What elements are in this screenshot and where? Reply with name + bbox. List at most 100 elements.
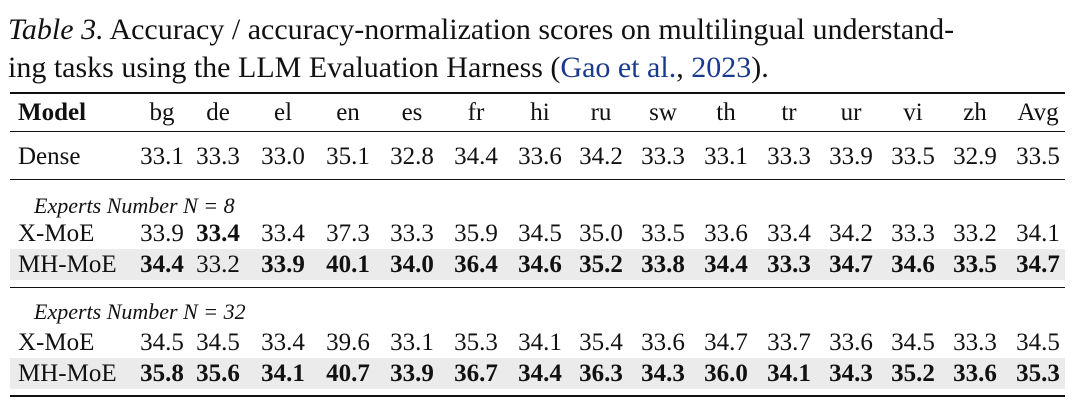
- table-cell: 33.9: [140, 220, 184, 247]
- caption-text-2: ing tasks using the LLM Evaluation Harne…: [8, 51, 561, 84]
- table-cell: 33.4: [261, 329, 305, 356]
- table-cell: 33.3: [196, 143, 240, 170]
- table-cell: 36.3: [579, 360, 623, 387]
- section-rule: [10, 287, 1065, 288]
- column-header: zh: [963, 99, 987, 126]
- table-cell: 34.1: [518, 329, 562, 356]
- table-cell: 34.1: [767, 360, 811, 387]
- table-cell: 33.6: [829, 329, 873, 356]
- table-cell: 32.9: [953, 143, 997, 170]
- table-cell: 33.1: [140, 143, 184, 170]
- table-cell: 34.2: [579, 143, 623, 170]
- column-header: bg: [149, 99, 175, 126]
- table-cell: 33.1: [390, 329, 434, 356]
- table-cell: 39.6: [326, 329, 370, 356]
- table-cell: 37.3: [326, 220, 370, 247]
- table-cell: 35.4: [579, 329, 623, 356]
- table-cell: 33.5: [641, 220, 685, 247]
- caption-line-1: Table 3. Accuracy / accuracy-normalizati…: [8, 12, 954, 48]
- table-cell: 33.9: [261, 251, 305, 278]
- table-cell: 34.6: [891, 251, 935, 278]
- table-cell: 33.5: [1016, 143, 1060, 170]
- table-row: MH-MoE 35.8 35.6 34.1 40.7 33.9 36.7 34.4 36.3 34…: [10, 358, 1065, 389]
- table-cell: 36.0: [704, 360, 748, 387]
- table-cell: 34.5: [891, 329, 935, 356]
- section-label: Experts Number N = 8: [34, 193, 235, 218]
- table-row: X-MoE 33.9 33.4 33.4 37.3 33.3 35.9 34.5 35.0 33.…: [10, 218, 1065, 249]
- table-cell: 33.3: [953, 329, 997, 356]
- table-cell: 34.0: [390, 251, 434, 278]
- table-cell: 34.3: [829, 360, 873, 387]
- table-cell: 33.8: [641, 251, 685, 278]
- table-cell: 33.6: [641, 329, 685, 356]
- table-cell: 33.4: [196, 220, 240, 247]
- table-cell: 34.5: [196, 329, 240, 356]
- caption-line-2: ing tasks using the LLM Evaluation Harne…: [8, 50, 769, 86]
- table-cell: 40.1: [326, 251, 370, 278]
- table-cell: 33.2: [953, 220, 997, 247]
- table-cell: 34.1: [1016, 220, 1060, 247]
- table-cell: 33.0: [261, 143, 305, 170]
- row-label: MH-MoE: [18, 360, 117, 387]
- table-cell: 34.7: [1016, 251, 1060, 278]
- caption-text-1: Accuracy / accuracy-normalization scores…: [109, 13, 955, 46]
- header-row: Model bg de el en es fr hi ru sw th tr ur vi zh Avg: [10, 97, 1065, 128]
- column-header: el: [273, 99, 293, 126]
- table-cell: 35.6: [196, 360, 240, 387]
- table-cell: 33.4: [767, 220, 811, 247]
- table-cell: 34.4: [454, 143, 498, 170]
- table-cell: 33.5: [953, 251, 997, 278]
- row-label: Model: [18, 99, 87, 126]
- column-header: hi: [530, 99, 550, 126]
- column-header: ur: [840, 99, 862, 126]
- table-cell: 33.3: [891, 220, 935, 247]
- table-cell: 33.6: [953, 360, 997, 387]
- row-label: Dense: [18, 143, 81, 170]
- header-rule: [10, 131, 1065, 132]
- table-cell: 33.6: [704, 220, 748, 247]
- column-header: tr: [781, 99, 797, 126]
- table-cell: 34.5: [1016, 329, 1060, 356]
- column-header: sw: [649, 99, 677, 126]
- row-label: X-MoE: [18, 329, 95, 356]
- citation-separator: ,: [676, 51, 692, 84]
- table-cell: 34.4: [140, 251, 184, 278]
- column-header: vi: [903, 99, 923, 126]
- column-header: fr: [467, 99, 485, 126]
- table-cell: 34.5: [140, 329, 184, 356]
- table-row: X-MoE 34.5 34.5 33.4 39.6 33.1 35.3 34.1 35.4 33.…: [10, 327, 1065, 358]
- column-header: de: [206, 99, 230, 126]
- table-row: Dense 33.1 33.3 33.0 35.1 32.8 34.4 33.6 34.2 33.…: [10, 141, 1065, 172]
- table-cell: 40.7: [326, 360, 370, 387]
- table-cell: 33.3: [767, 143, 811, 170]
- caption-text-end: ).: [751, 51, 769, 84]
- table-cell: 35.9: [454, 220, 498, 247]
- table-cell: 35.3: [454, 329, 498, 356]
- column-header: es: [401, 99, 423, 126]
- table-cell: 34.6: [518, 251, 562, 278]
- table-cell: 33.2: [196, 251, 240, 278]
- table-cell: 33.3: [641, 143, 685, 170]
- row-label: X-MoE: [18, 220, 95, 247]
- top-rule: [10, 92, 1065, 94]
- table-cell: 33.1: [704, 143, 748, 170]
- table-cell: 33.4: [261, 220, 305, 247]
- table-cell: 34.7: [704, 329, 748, 356]
- table-cell: 32.8: [390, 143, 434, 170]
- table-cell: 35.2: [891, 360, 935, 387]
- table-cell: 34.2: [829, 220, 873, 247]
- table-cell: 34.3: [641, 360, 685, 387]
- caption-label: Table 3.: [8, 13, 104, 46]
- table-cell: 35.3: [1016, 360, 1060, 387]
- table-cell: 36.4: [454, 251, 498, 278]
- table-row: MH-MoE 34.4 33.2 33.9 40.1 34.0 36.4 34.6 35.2 33…: [10, 249, 1065, 280]
- table-cell: 34.7: [829, 251, 873, 278]
- table-cell: 35.0: [579, 220, 623, 247]
- bottom-rule: [10, 395, 1065, 397]
- table-cell: 36.7: [454, 360, 498, 387]
- table-cell: 33.5: [891, 143, 935, 170]
- citation-year-link[interactable]: 2023: [691, 51, 752, 84]
- citation-author-link[interactable]: Gao et al.: [560, 51, 677, 84]
- table-cell: 35.1: [326, 143, 370, 170]
- section-rule: [10, 179, 1065, 180]
